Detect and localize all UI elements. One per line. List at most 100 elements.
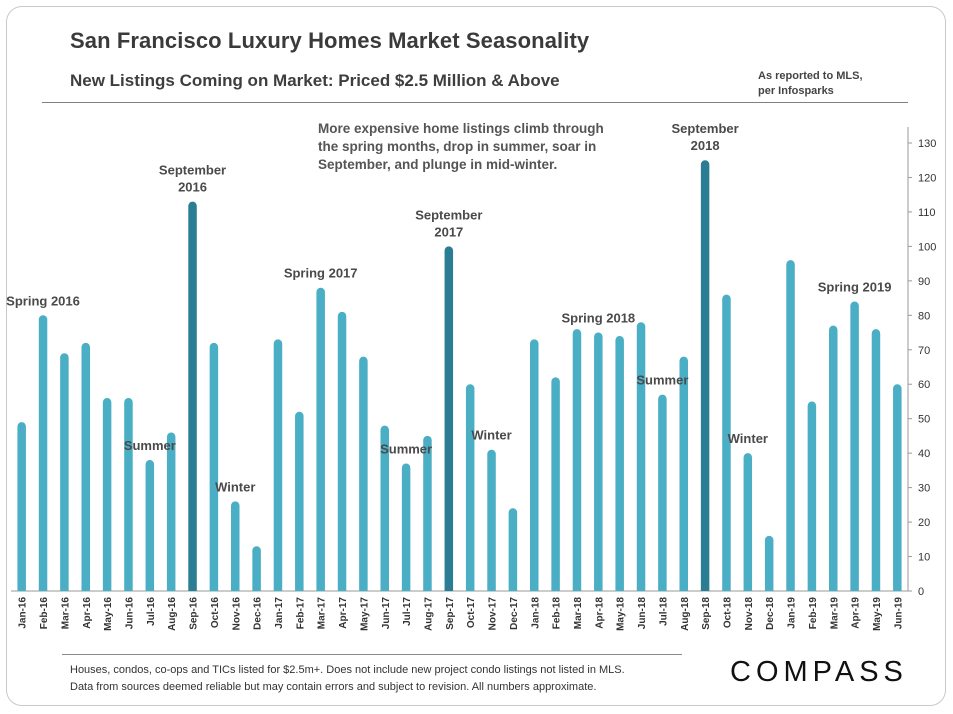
x-tick-label: Aug-17 [423, 597, 434, 631]
bar-apr-18 [594, 332, 603, 591]
x-tick-label: May-16 [103, 597, 114, 631]
x-tick-label: Jul-17 [402, 597, 413, 626]
footer-divider [62, 654, 682, 655]
bar-dec-17 [508, 508, 518, 591]
source-note: As reported to MLS, per Infosparks [758, 69, 863, 99]
x-tick-label: Apr-18 [594, 597, 605, 629]
bar-apr-17 [337, 311, 347, 591]
source-line-1: As reported to MLS, [758, 70, 863, 82]
y-tick-label: 120 [918, 172, 936, 184]
x-tick-label: Sep-17 [445, 597, 456, 630]
annotation-label: Winter [471, 428, 511, 443]
bar-may-19 [871, 329, 881, 591]
bar-jun-16 [124, 398, 133, 591]
annotation-label: Winter [728, 431, 768, 446]
chart-subtitle: New Listings Coming on Market: Priced $2… [70, 71, 560, 90]
x-tick-label: Oct-16 [210, 597, 221, 629]
y-tick-label: 50 [918, 414, 930, 426]
bar-jan-18 [530, 339, 539, 591]
x-tick-label: Jul-16 [146, 597, 157, 626]
bar-oct-17 [465, 384, 475, 591]
bar-nov-17 [487, 449, 496, 591]
bar-jul-16 [145, 460, 155, 591]
x-tick-label: Sep-18 [701, 597, 712, 630]
bar-dec-16 [252, 546, 261, 591]
bar-apr-16 [81, 342, 90, 591]
bar-jan-16 [17, 422, 26, 591]
bar-jul-17 [401, 463, 411, 591]
bar-jun-19 [893, 384, 902, 591]
x-tick-label: Mar-18 [573, 597, 584, 630]
x-tick-label: Aug-16 [167, 597, 178, 631]
y-tick-label: 70 [918, 345, 930, 357]
chart-title: San Francisco Luxury Homes Market Season… [70, 28, 590, 53]
bar-jan-19 [786, 260, 795, 591]
x-tick-label: Apr-16 [82, 597, 93, 629]
bar-feb-19 [807, 401, 817, 591]
bar-jun-18 [636, 322, 646, 591]
y-tick-label: 90 [918, 276, 930, 288]
x-tick-label: Feb-18 [552, 597, 563, 630]
x-tick-label: Aug-18 [680, 597, 691, 631]
x-tick-label: Apr-17 [338, 597, 349, 629]
footnote-line-1: Houses, condos, co-ops and TICs listed f… [70, 664, 625, 676]
annotation-label: Winter [215, 479, 255, 494]
bar-aug-18 [679, 356, 688, 591]
x-tick-label: Feb-17 [295, 597, 306, 630]
chart-callout: More expensive home listings climb throu… [318, 120, 638, 174]
annotation-label: Summer [636, 373, 688, 388]
bar-nov-18 [743, 453, 753, 591]
header-divider [42, 102, 908, 103]
x-tick-label: Dec-18 [765, 597, 776, 630]
callout-line-1: More expensive home listings climb throu… [318, 121, 604, 136]
bar-dec-18 [764, 535, 774, 591]
y-tick-label: 80 [918, 310, 930, 322]
bar-sep-17 [444, 246, 454, 591]
annotation-label: September [159, 163, 226, 178]
annotation-label: Summer [380, 441, 432, 456]
x-tick-label: Jul-18 [658, 597, 669, 626]
x-tick-label: Jan-16 [18, 597, 29, 629]
y-tick-label: 0 [918, 586, 924, 598]
callout-line-2: the spring months, drop in summer, soar … [318, 139, 597, 154]
bar-oct-18 [722, 294, 731, 591]
annotation-label: September [415, 207, 482, 222]
y-tick-label: 20 [918, 517, 930, 529]
x-tick-label: Dec-17 [509, 597, 520, 630]
x-tick-label: Nov-17 [488, 597, 499, 631]
footnote-line-2: Data from sources deemed reliable but ma… [70, 681, 597, 693]
y-tick-label: 100 [918, 241, 936, 253]
annotation-label: Spring 2017 [284, 266, 358, 281]
bar-may-18 [615, 335, 624, 591]
y-tick-label: 130 [918, 138, 936, 150]
annotation-label: 2018 [691, 138, 720, 153]
x-tick-label: Feb-19 [808, 597, 819, 630]
x-tick-label: Feb-16 [39, 597, 50, 630]
bar-aug-17 [423, 435, 432, 591]
bar-mar-18 [572, 329, 582, 591]
y-tick-label: 110 [918, 207, 936, 219]
bar-oct-16 [209, 342, 219, 591]
bar-feb-18 [551, 377, 560, 591]
y-tick-label: 40 [918, 448, 930, 460]
annotation-label: Summer [124, 438, 176, 453]
bar-jun-17 [380, 425, 389, 591]
x-tick-label: Mar-16 [60, 597, 71, 630]
y-tick-label: 30 [918, 483, 930, 495]
x-tick-label: Jan-18 [530, 597, 541, 629]
source-line-2: per Infosparks [758, 85, 834, 97]
x-tick-label: Jun-19 [893, 597, 904, 630]
bar-aug-16 [166, 432, 176, 591]
annotation-label: 2016 [178, 180, 207, 195]
bar-feb-17 [295, 411, 304, 591]
x-tick-label: May-17 [359, 597, 370, 631]
footnote: Houses, condos, co-ops and TICs listed f… [70, 662, 625, 696]
bar-sep-16 [188, 201, 197, 591]
x-tick-label: Jan-19 [787, 597, 798, 629]
compass-logo: COMPASS [730, 656, 908, 688]
x-tick-label: Nov-16 [231, 597, 242, 631]
y-tick-label: 60 [918, 379, 930, 391]
bar-apr-19 [850, 301, 859, 591]
x-tick-label: Oct-17 [466, 597, 477, 629]
